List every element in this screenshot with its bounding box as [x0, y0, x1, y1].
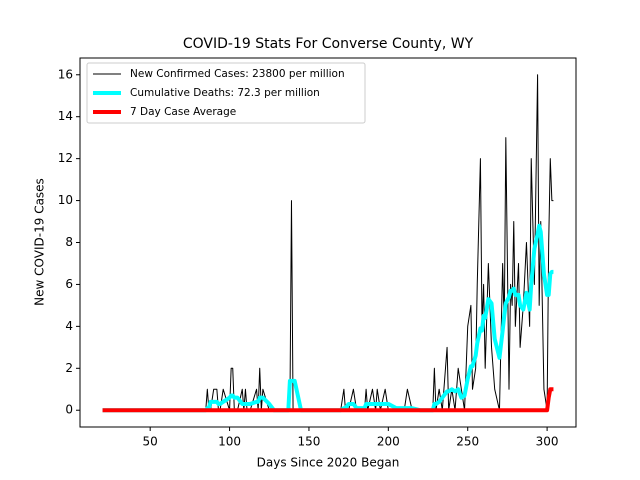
x-tick-label: 150 [297, 435, 320, 449]
y-axis-label: New COVID-19 Cases [33, 178, 47, 306]
plot-frame [79, 57, 577, 428]
legend-label: Cumulative Deaths: 72.3 per million [130, 87, 320, 99]
y-tick-label: 6 [65, 277, 73, 291]
x-tick-label: 50 [143, 435, 158, 449]
x-tick-label: 200 [377, 435, 400, 449]
y-tick-label: 10 [58, 193, 73, 207]
x-tick-label: 250 [456, 435, 479, 449]
legend-label: 7 Day Case Average [130, 106, 236, 118]
y-tick-label: 14 [58, 109, 73, 123]
series-line [102, 74, 554, 411]
x-tick-label: 300 [536, 435, 559, 449]
y-tick-label: 0 [65, 403, 73, 417]
series-line [102, 223, 554, 413]
legend-box [86, 62, 366, 124]
y-tick-label: 16 [58, 67, 73, 81]
series-line [102, 387, 554, 413]
y-tick-label: 8 [65, 235, 73, 249]
chart-title: COVID-19 Stats For Converse County, WY [183, 36, 474, 52]
legend-label: New Confirmed Cases: 23800 per million [130, 68, 345, 80]
y-tick-label: 2 [65, 361, 73, 375]
x-tick-label: 100 [218, 435, 241, 449]
x-axis-label: Days Since 2020 Began [257, 456, 400, 470]
y-tick-label: 4 [65, 319, 73, 333]
y-tick-label: 12 [58, 151, 73, 165]
